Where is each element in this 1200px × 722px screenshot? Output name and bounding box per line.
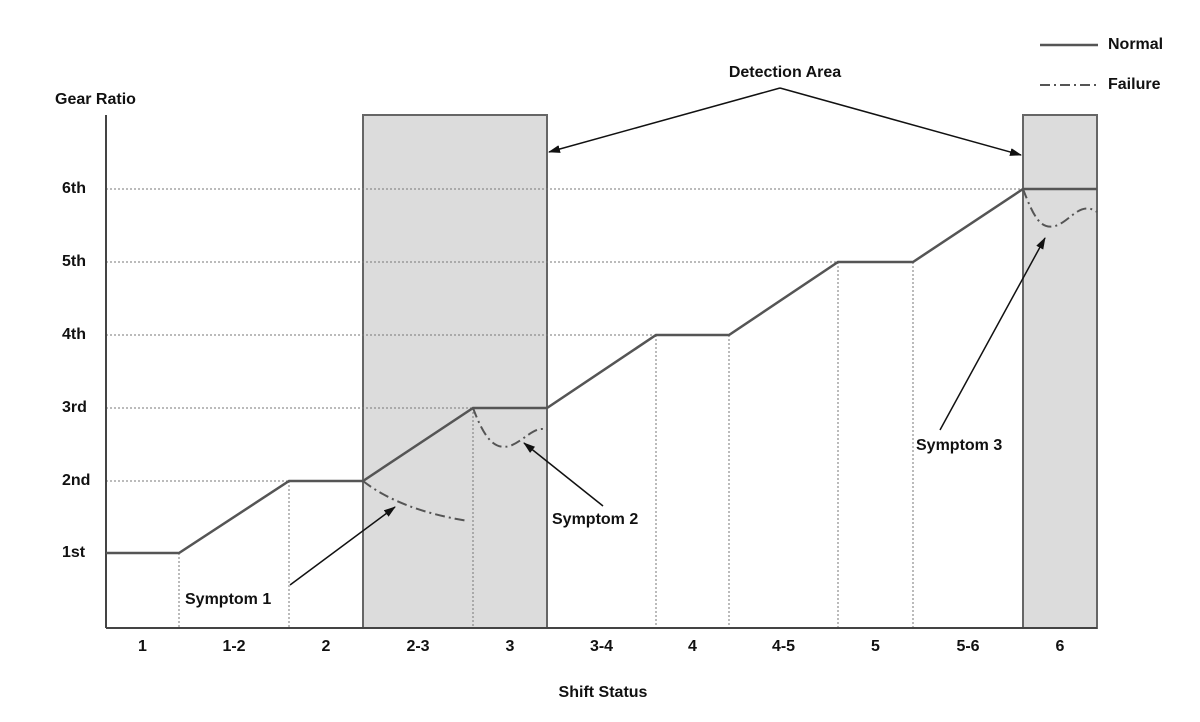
y-axis-label: Gear Ratio: [55, 91, 136, 108]
arrow: [548, 87, 781, 153]
x-category-label: 4-5: [772, 638, 795, 655]
arrow: [289, 506, 396, 586]
x-category-label: 6: [1056, 638, 1065, 655]
normal-line: [106, 187, 1097, 555]
x-category-label: 5-6: [956, 638, 979, 655]
x-axis-label: Shift Status: [559, 684, 648, 701]
annotation: Detection Area: [729, 64, 841, 81]
x-category-label: 2-3: [406, 638, 429, 655]
y-level-label: 3rd: [62, 399, 87, 416]
y-level-label: 2nd: [62, 472, 90, 489]
failure-curve: [1022, 188, 1098, 228]
x-category-label: 3: [506, 638, 515, 655]
detection-area: [1022, 114, 1098, 629]
y-labels: 1st 2nd 3rd 4th 5th 6th: [62, 180, 90, 561]
y-level-label: 5th: [62, 253, 86, 270]
annotation: Symptom 1: [185, 591, 271, 608]
y-level-label: 1st: [62, 544, 86, 561]
legend-label: Normal: [1108, 36, 1163, 53]
x-category-label: 5: [871, 638, 880, 655]
x-labels: 1 1-2 2 2-3 3 3-4 4 4-5 5 5-6 6: [138, 638, 1065, 655]
arrow: [939, 237, 1046, 431]
x-category-label: 3-4: [590, 638, 613, 655]
y-level-label: 4th: [62, 326, 86, 343]
x-category-label: 1-2: [222, 638, 245, 655]
y-level-label: 6th: [62, 180, 86, 197]
arrow: [523, 442, 604, 507]
detection-area: [362, 114, 548, 629]
guides: [106, 188, 1023, 628]
x-category-label: 1: [138, 638, 147, 655]
annotation: Symptom 2: [552, 511, 638, 528]
arrow: [779, 87, 1022, 156]
failure-curve: [472, 407, 548, 448]
x-category-label: 4: [688, 638, 697, 655]
x-category-label: 2: [322, 638, 331, 655]
annotation: Symptom 3: [916, 437, 1002, 454]
legend-label: Failure: [1108, 76, 1161, 93]
